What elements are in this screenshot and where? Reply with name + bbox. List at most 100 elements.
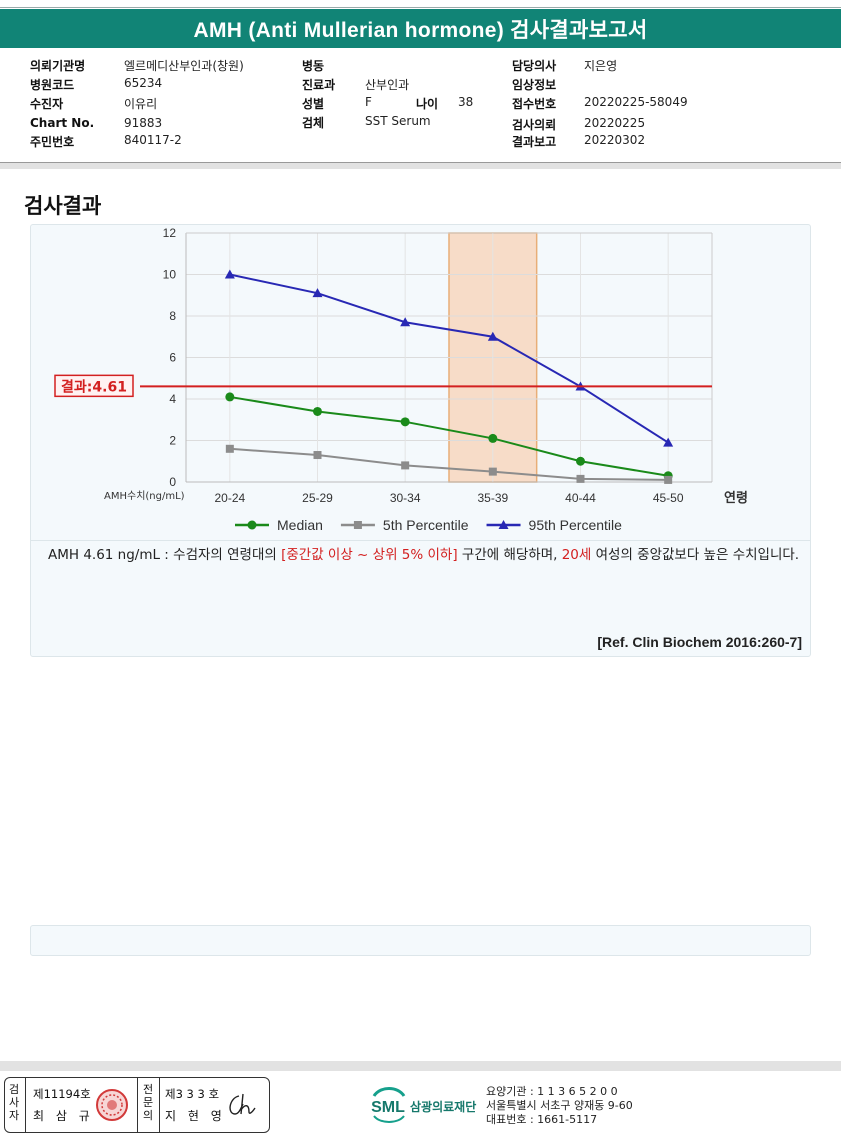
legend-label-95th-percentile: 95th Percentile xyxy=(529,517,623,533)
sml-logo-icon: SML xyxy=(371,1087,406,1123)
result-text-part2: 구간에 해당하며, xyxy=(457,547,562,563)
median-point xyxy=(225,392,235,402)
median-point xyxy=(488,433,498,443)
doctor-label: 담당의사 xyxy=(512,59,557,73)
result-description: AMH 4.61 ng/mL : 수검자의 연령대의 [중간값 이상 ~ 상위 … xyxy=(48,544,818,566)
y-tick-label: 12 xyxy=(163,226,177,240)
5th-percentile-point xyxy=(488,467,497,476)
signature-icon xyxy=(229,1093,256,1115)
result-text-part3: 여성의 중앙값보다 높은 수치입니다. xyxy=(591,547,800,563)
sex-label: 성별 xyxy=(302,97,325,111)
signature-box: 검사자 제11194호 최 삼 규 전문의 제3 3 3 호 지 현 영 xyxy=(4,1077,270,1133)
lab-address: 서울특별시 서초구 양재동 9-60 xyxy=(486,1099,633,1112)
95th-percentile-line xyxy=(229,273,669,444)
institution-value: 엘르메디산부인과(창원) xyxy=(124,59,244,73)
age-value: 38 xyxy=(458,95,474,109)
legend-label-median: Median xyxy=(277,517,323,533)
age-label: 나이 xyxy=(416,97,439,111)
5th-percentile-point xyxy=(225,444,234,453)
x-tick-label: 30-34 xyxy=(390,491,421,505)
hospital-code-label: 병원코드 xyxy=(30,78,75,92)
legend-marker-95th-percentile xyxy=(498,520,509,529)
lab-phone: 대표번호 : 1661-5117 xyxy=(486,1113,598,1126)
legend-marker-5th-percentile xyxy=(353,521,362,529)
doctor-name: 지 현 영 xyxy=(165,1109,226,1123)
x-tick-label: 25-29 xyxy=(302,491,333,505)
result-text-part1: AMH 4.61 ng/mL : 수검자의 연령대의 xyxy=(48,547,282,563)
95th-percentile-point xyxy=(663,437,674,447)
result-age: 20세 xyxy=(561,547,592,563)
chart-no-value: 91883 xyxy=(124,116,163,130)
y-tick-label: 2 xyxy=(169,434,176,448)
95th-percentile-point xyxy=(312,288,323,298)
y-tick-label: 8 xyxy=(169,309,176,323)
specimen-label: 검체 xyxy=(302,116,325,130)
clinical-info-label: 임상정보 xyxy=(512,78,557,92)
median-point xyxy=(400,417,410,427)
sig-divider xyxy=(137,1078,138,1132)
tester-vertical-label: 검사자 xyxy=(8,1083,20,1122)
x-axis-label: 연령 xyxy=(724,491,748,506)
report-date-value: 20220302 xyxy=(584,133,646,147)
median-point xyxy=(313,406,322,416)
department-label: 진료과 xyxy=(302,78,336,92)
y-tick-label: 6 xyxy=(169,351,176,365)
legend-marker-median xyxy=(247,520,257,530)
specimen-value: SST Serum xyxy=(365,114,431,128)
amh-age-chart: 0 2 4 6 8 10 12 20-24 25-29 30-34 35-39 40-44 45-50 A… xyxy=(54,226,748,533)
y-tick-label: 4 xyxy=(169,392,176,406)
doctor-vertical-label: 전문의 xyxy=(142,1083,154,1122)
patient-info: 의뢰기관명 엘르메디산부인과(창원) 병동 담당의사 지은영 병원코드 6523… xyxy=(30,55,830,155)
doctor-value: 지은영 xyxy=(584,59,618,73)
reference: [Ref. Clin Biochem 2016:260-7] xyxy=(597,634,802,650)
institution-label: 의뢰기관명 xyxy=(30,59,86,73)
result-label: 결과:4.61 xyxy=(61,378,127,395)
chart-no-label: Chart No. xyxy=(30,116,95,130)
result-label-box xyxy=(54,374,134,398)
section-title: 검사결과 xyxy=(24,194,102,218)
x-tick-label: 20-24 xyxy=(214,491,245,505)
separator-band xyxy=(0,163,841,169)
y-tick-label: 0 xyxy=(169,475,176,489)
y-tick-label: 10 xyxy=(163,268,177,282)
report-title: AMH (Anti Mullerian hormone) 검사결과보고서 xyxy=(0,9,841,48)
x-tick-label: 40-44 xyxy=(565,491,596,505)
5th-percentile-line xyxy=(229,447,669,481)
ward-label: 병동 xyxy=(302,59,325,73)
y-axis-label: AMH수치(ng/mL) xyxy=(104,490,185,502)
report-date-label: 결과보고 xyxy=(512,135,557,149)
footer-band xyxy=(0,1061,841,1071)
separator-line xyxy=(0,162,841,163)
receipt-value: 20220225-58049 xyxy=(584,95,688,109)
sig-divider xyxy=(25,1078,26,1132)
seal-stamp-icon xyxy=(96,1089,128,1121)
legend-label-5th-percentile: 5th Percentile xyxy=(383,517,469,533)
org-name: 삼광의료재단 xyxy=(410,1100,477,1114)
median-line xyxy=(229,395,669,477)
x-tick-label: 45-50 xyxy=(653,491,684,505)
lab-code: 요양기관 : 1 1 3 6 5 2 0 0 xyxy=(486,1085,618,1098)
95th-percentile-point xyxy=(487,331,498,341)
tester-name: 최 삼 규 xyxy=(33,1109,94,1123)
hospital-code-value: 65234 xyxy=(124,76,163,90)
doctor-license-no: 제3 3 3 호 xyxy=(165,1087,220,1101)
5th-percentile-point xyxy=(401,461,410,470)
5th-percentile-point xyxy=(313,451,322,460)
rrn-label: 주민번호 xyxy=(30,135,75,149)
rrn-value: 840117-2 xyxy=(124,133,182,147)
panel-divider xyxy=(30,540,811,541)
request-date-label: 검사의뢰 xyxy=(512,118,557,132)
x-tick-label: 35-39 xyxy=(477,491,508,505)
lab-info: 요양기관 : 1 1 3 6 5 2 0 0 서울특별시 서초구 양재동 9-6… xyxy=(486,1085,633,1127)
patient-value: 이유리 xyxy=(124,97,158,111)
tester-license-no: 제11194호 xyxy=(33,1087,91,1101)
comment-box xyxy=(30,925,811,956)
result-range: [중간값 이상 ~ 상위 5% 이하] xyxy=(281,547,458,563)
receipt-label: 접수번호 xyxy=(512,97,557,111)
request-date-value: 20220225 xyxy=(584,116,646,130)
patient-label: 수진자 xyxy=(30,97,64,111)
5th-percentile-point xyxy=(576,474,585,483)
sex-value: F xyxy=(365,95,372,109)
department-value: 산부인과 xyxy=(365,78,410,92)
logo-mark: SML xyxy=(371,1099,405,1116)
